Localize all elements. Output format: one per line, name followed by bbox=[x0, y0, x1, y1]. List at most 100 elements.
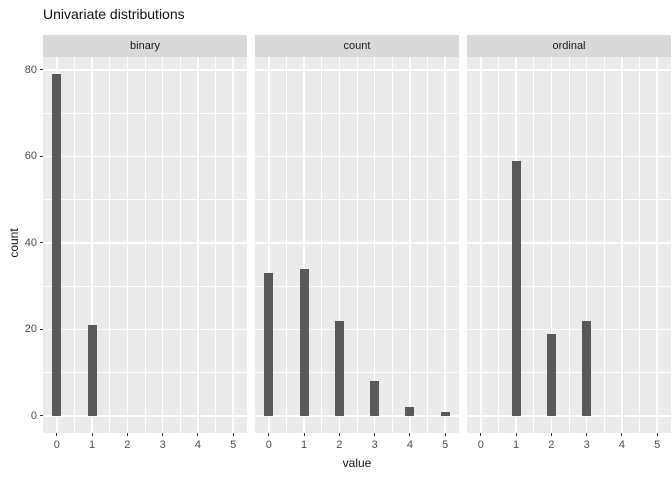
gridline-y-major bbox=[43, 155, 247, 158]
gridline-y-major bbox=[255, 242, 459, 244]
x-tick-label: 0 bbox=[477, 439, 484, 451]
gridline-y-major bbox=[255, 415, 459, 417]
gridline-x-minor bbox=[391, 57, 393, 433]
gridline-x-minor bbox=[179, 57, 181, 433]
bar-ordinal-x1 bbox=[511, 160, 521, 416]
x-tick-label: 3 bbox=[371, 439, 378, 451]
x-tick-label: 4 bbox=[194, 439, 201, 451]
x-tick-label: 2 bbox=[124, 439, 131, 451]
gridline-y-major bbox=[255, 155, 459, 158]
gridline-x-major bbox=[303, 57, 305, 433]
x-tick-mark bbox=[126, 433, 128, 436]
gridline-x-major bbox=[373, 57, 376, 433]
gridline-x-minor bbox=[533, 57, 535, 433]
y-tick-label: 60 bbox=[24, 150, 37, 163]
x-tick-label: 5 bbox=[654, 439, 661, 451]
gridline-y-minor bbox=[43, 199, 247, 200]
gridline-y-minor bbox=[255, 285, 459, 287]
facet-strip-label: count bbox=[343, 40, 371, 52]
gridline-y-major bbox=[467, 155, 671, 158]
gridline-y-minor bbox=[255, 112, 459, 114]
facet-strip-label: ordinal bbox=[552, 40, 586, 52]
gridline-y-minor bbox=[467, 285, 671, 287]
x-tick-mark bbox=[550, 433, 552, 436]
x-axis-title: value bbox=[342, 456, 372, 470]
gridline-x-minor bbox=[286, 57, 287, 433]
x-tick-mark bbox=[91, 433, 93, 436]
gridline-y-minor bbox=[255, 372, 459, 374]
gridline-x-minor bbox=[109, 57, 111, 433]
x-tick-label: 5 bbox=[230, 439, 237, 451]
facet-strip-ordinal: ordinal bbox=[467, 35, 671, 57]
gridline-x-major bbox=[267, 57, 270, 433]
gridline-x-minor bbox=[215, 57, 216, 433]
gridline-x-major bbox=[479, 57, 482, 433]
x-tick-label: 4 bbox=[618, 439, 625, 451]
x-tick-mark bbox=[480, 433, 482, 436]
x-tick-mark bbox=[338, 433, 340, 436]
y-tick-mark bbox=[40, 155, 43, 157]
y-tick-mark bbox=[40, 242, 43, 244]
x-tick-mark bbox=[303, 433, 305, 436]
x-tick-label: 2 bbox=[548, 439, 555, 451]
gridline-x-minor bbox=[639, 57, 640, 433]
bar-count-x4 bbox=[405, 407, 415, 416]
bar-count-x2 bbox=[334, 320, 344, 416]
gridline-y-major bbox=[467, 68, 671, 71]
gridline-y-major bbox=[255, 328, 459, 331]
facet-strip-count: count bbox=[255, 35, 459, 57]
gridline-y-minor bbox=[43, 285, 247, 287]
plot-title: Univariate distributions bbox=[43, 6, 185, 22]
x-tick-mark bbox=[232, 433, 234, 436]
gridline-x-minor bbox=[568, 57, 570, 433]
y-tick-label: 20 bbox=[24, 323, 37, 336]
y-tick-mark bbox=[40, 328, 43, 330]
x-tick-mark bbox=[586, 433, 588, 436]
gridline-x-major bbox=[91, 57, 93, 433]
gridline-x-minor bbox=[498, 57, 499, 433]
x-tick-mark bbox=[621, 433, 623, 436]
panel-binary bbox=[43, 57, 247, 433]
x-tick-mark bbox=[374, 433, 376, 436]
facet-count: count 0 1 2 3 4 5 bbox=[255, 35, 459, 463]
x-tick-mark bbox=[56, 433, 58, 436]
y-tick-label: 0 bbox=[30, 409, 37, 422]
gridline-x-minor bbox=[144, 57, 146, 433]
gridline-y-major bbox=[43, 242, 247, 244]
gridline-x-major bbox=[621, 57, 623, 433]
gridline-x-major bbox=[550, 57, 553, 433]
x-tick-mark bbox=[515, 433, 517, 436]
gridline-y-major bbox=[255, 68, 459, 71]
y-tick-mark bbox=[40, 415, 43, 417]
x-tick-label: 5 bbox=[442, 439, 449, 451]
x-tick-label: 3 bbox=[159, 439, 166, 451]
panel-count bbox=[255, 57, 459, 433]
x-tick-label: 0 bbox=[265, 439, 272, 451]
gridline-x-major bbox=[197, 57, 199, 433]
panel-ordinal bbox=[467, 57, 671, 433]
bar-count-x5 bbox=[440, 411, 450, 416]
bar-count-x1 bbox=[299, 268, 309, 416]
bar-ordinal-x3 bbox=[582, 320, 592, 416]
gridline-y-minor bbox=[467, 199, 671, 200]
bar-ordinal-x2 bbox=[546, 333, 556, 416]
gridline-x-major bbox=[232, 57, 235, 433]
gridline-x-minor bbox=[74, 57, 75, 433]
gridline-x-major bbox=[656, 57, 659, 433]
x-tick-label: 1 bbox=[300, 439, 308, 451]
facet-strip-label: binary bbox=[130, 40, 160, 52]
bar-binary-x0 bbox=[52, 74, 62, 416]
y-tick-label: 40 bbox=[24, 236, 37, 249]
gridline-y-major bbox=[43, 415, 247, 417]
x-tick-mark bbox=[444, 433, 446, 436]
gridline-x-minor bbox=[321, 57, 323, 433]
gridline-x-minor bbox=[356, 57, 358, 433]
gridline-x-major bbox=[409, 57, 411, 433]
gridline-x-minor bbox=[603, 57, 605, 433]
y-tick-label: 80 bbox=[24, 63, 37, 76]
bar-count-x3 bbox=[370, 381, 380, 416]
x-tick-label: 4 bbox=[406, 439, 413, 451]
gridline-y-major bbox=[467, 328, 671, 331]
x-tick-label: 0 bbox=[53, 439, 60, 451]
